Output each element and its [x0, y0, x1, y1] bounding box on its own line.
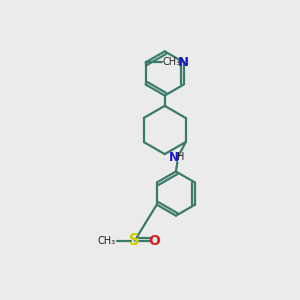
Text: N: N [169, 151, 179, 164]
Text: CH₃: CH₃ [98, 236, 116, 246]
Text: N: N [178, 56, 189, 69]
Text: H: H [177, 152, 184, 162]
Text: O: O [148, 234, 160, 248]
Text: S: S [130, 233, 140, 248]
Text: CH₃: CH₃ [163, 57, 181, 68]
